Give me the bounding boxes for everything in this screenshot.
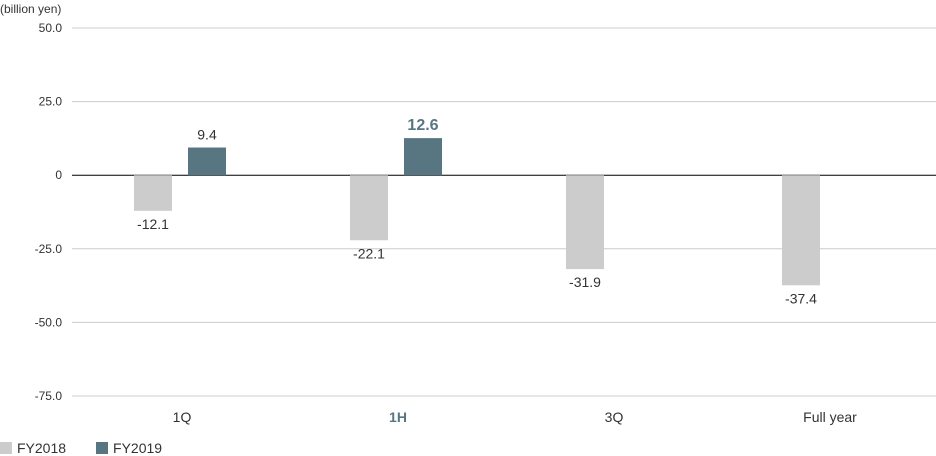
- bars: [134, 138, 820, 286]
- legend-swatch-fy2019: [96, 442, 109, 454]
- legend: FY2018 FY2019: [0, 440, 192, 456]
- legend-item-fy2019: FY2019: [96, 440, 162, 456]
- y-tick-label: -50.0: [35, 315, 63, 329]
- x-tick-label: Full year: [803, 409, 857, 425]
- legend-swatch-fy2018: [0, 442, 12, 454]
- bar-fy2019-1q: [188, 147, 226, 176]
- x-tick-label: 3Q: [605, 409, 624, 425]
- value-label-fy2019-1h: 12.6: [407, 117, 438, 134]
- y-tick-label: 25.0: [39, 95, 63, 109]
- value-label-fy2018-1q: -12.1: [137, 216, 169, 232]
- bar-fy2018-1q: [134, 175, 172, 211]
- value-labels: -12.1 9.4 -22.1 12.6 -31.9 -37.4: [137, 117, 817, 306]
- unit-label: (billion yen): [0, 2, 61, 16]
- value-label-fy2018-1h: -22.1: [353, 245, 385, 261]
- bar-fy2018-1h: [350, 175, 388, 241]
- value-label-fy2019-1q: 9.4: [197, 127, 217, 143]
- bar-fy2018-full-year: [782, 175, 820, 286]
- bar-fy2019-1h: [404, 138, 442, 176]
- x-axis-labels: 1Q 1H 3Q Full year: [173, 409, 858, 425]
- legend-label-fy2019: FY2019: [113, 440, 163, 456]
- value-label-fy2018-full-year: -37.4: [785, 290, 817, 306]
- bar-fy2018-3q: [566, 175, 604, 270]
- y-tick-label: -25.0: [35, 242, 63, 256]
- x-tick-label: 1Q: [173, 409, 192, 425]
- bar-chart: (billion yen) 50.0 25.0 0 -25.0 -50.0 -75.0 -…: [0, 2, 936, 425]
- y-tick-label: 50.0: [39, 21, 63, 35]
- legend-item-fy2018: FY2018: [0, 440, 66, 456]
- legend-label-fy2018: FY2018: [17, 440, 67, 456]
- y-axis-ticks: 50.0 25.0 0 -25.0 -50.0 -75.0: [35, 21, 63, 403]
- value-label-fy2018-3q: -31.9: [569, 274, 601, 290]
- y-tick-label: -75.0: [35, 389, 63, 403]
- y-tick-label: 0: [55, 168, 62, 182]
- x-tick-label: 1H: [389, 409, 407, 425]
